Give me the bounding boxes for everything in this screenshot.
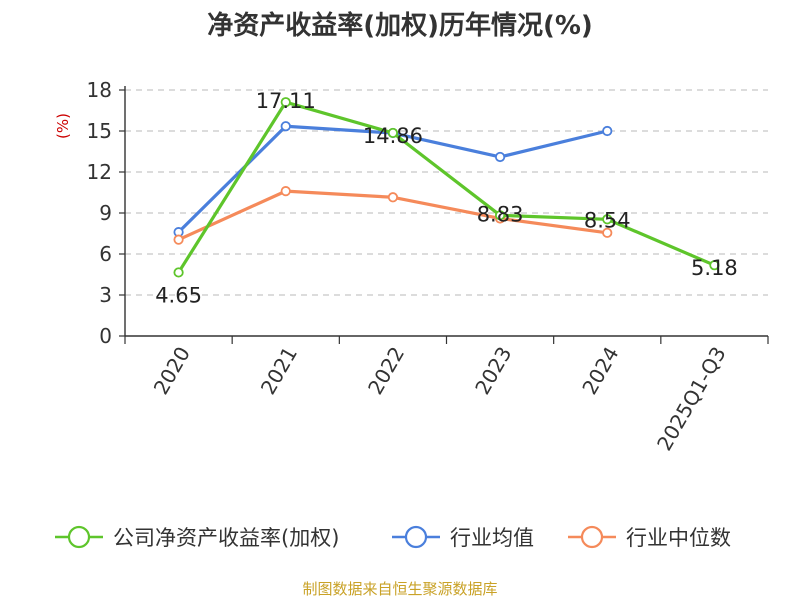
legend-swatch-marker <box>404 525 428 549</box>
x-tick-label: 2021 <box>256 343 302 399</box>
legend-label: 行业均值 <box>450 526 534 550</box>
series-1-point <box>494 151 506 163</box>
y-tick-label: 3 <box>99 283 112 307</box>
x-tick-label: 2022 <box>363 343 409 399</box>
y-tick-label: 12 <box>87 160 112 184</box>
y-tick-label: 6 <box>99 242 112 266</box>
legend: 公司净资产收益率(加权) 行业均值 行业中位数 <box>55 525 731 550</box>
series-2-point <box>173 234 184 245</box>
series-0-point <box>173 267 184 278</box>
data-labels: 4.65 17.11 14.86 8.83 8.54 5.18 <box>155 89 738 307</box>
series-0-point <box>709 260 720 271</box>
axes: 0 3 6 9 12 15 18 2020 2021 2022 2023 2024 2025Q1-Q3 <box>87 78 769 455</box>
grid-lines <box>125 89 768 296</box>
series-0-point <box>602 214 613 225</box>
data-label: 5.18 <box>691 256 738 280</box>
series-1-point <box>280 121 291 132</box>
data-label: 8.54 <box>584 208 631 232</box>
chart-title: 净资产收益率(加权)历年情况(%) <box>207 10 593 41</box>
data-label: 14.86 <box>363 124 423 148</box>
y-tick-label: 0 <box>99 324 112 348</box>
data-label: 8.83 <box>477 202 524 226</box>
x-tick-label: 2024 <box>577 343 623 399</box>
y-tick-label: 9 <box>99 201 112 225</box>
series-2-point <box>280 186 291 197</box>
data-label: 17.11 <box>256 89 316 113</box>
y-tick-label: 15 <box>87 119 112 143</box>
legend-label: 行业中位数 <box>626 526 731 550</box>
series-1-point <box>602 125 613 137</box>
x-tick-label: 2023 <box>470 343 516 399</box>
data-label: 4.65 <box>155 283 202 307</box>
series-2-point <box>602 227 613 238</box>
series-0-point <box>387 127 399 139</box>
x-tick-label: 2020 <box>149 343 195 399</box>
series-2-point <box>387 192 399 203</box>
series-0-point <box>280 97 291 108</box>
legend-item: 行业中位数 <box>568 525 731 550</box>
series-0-point <box>494 210 506 221</box>
series-0-line <box>176 100 717 275</box>
series-layer <box>173 97 720 278</box>
source-note: 制图数据来自恒生聚源数据库 <box>302 580 497 598</box>
y-tick-label: 18 <box>87 78 112 102</box>
legend-swatch-marker <box>580 525 604 549</box>
legend-swatch-marker <box>67 525 91 549</box>
legend-label: 公司净资产收益率(加权) <box>113 526 339 550</box>
legend-item: 行业均值 <box>392 525 534 550</box>
x-tick-label: 2025Q1-Q3 <box>652 343 731 455</box>
y-axis-unit-label: (%) <box>54 113 72 139</box>
legend-item: 公司净资产收益率(加权) <box>55 525 339 550</box>
